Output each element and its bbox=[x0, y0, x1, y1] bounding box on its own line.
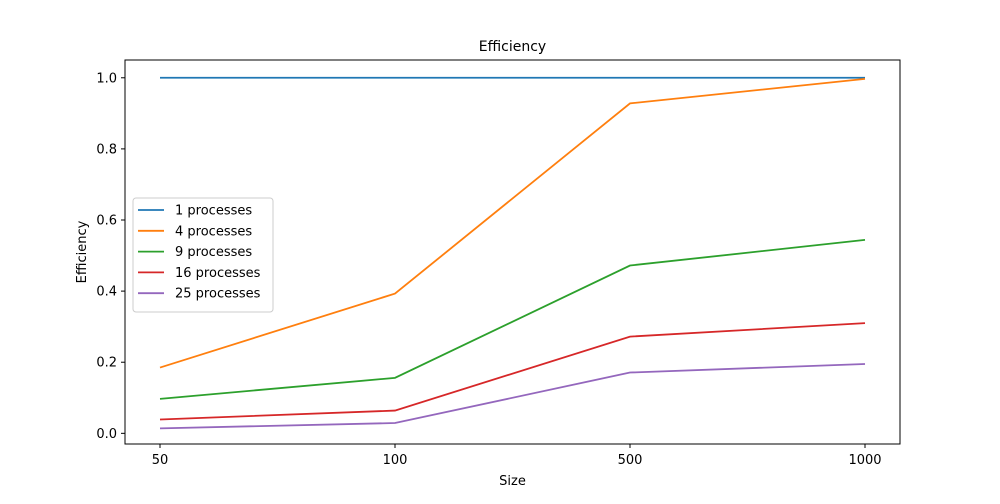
y-tick-label: 1.0 bbox=[96, 71, 117, 86]
chart-title: Efficiency bbox=[479, 39, 546, 55]
legend-box bbox=[132, 197, 274, 313]
legend-label: 9 processes bbox=[175, 245, 252, 260]
series-line bbox=[159, 77, 866, 369]
y-tick-label: 0.8 bbox=[96, 142, 117, 157]
y-tick-label: 0.6 bbox=[96, 214, 117, 229]
x-tick-label: 100 bbox=[383, 453, 408, 468]
legend: 1 processes 4 processes 9 processes 16 proc… bbox=[132, 197, 274, 313]
y-tick-label: 0.4 bbox=[96, 285, 117, 300]
y-tick-label: 0.0 bbox=[96, 427, 117, 442]
legend-label: 25 processes bbox=[175, 287, 261, 302]
x-tick-label: 50 bbox=[152, 453, 169, 468]
series-line bbox=[159, 363, 866, 430]
y-tick-label: 0.2 bbox=[96, 356, 117, 371]
legend-label: 4 processes bbox=[175, 224, 252, 239]
legend-label: 16 processes bbox=[175, 266, 261, 281]
y-axis-label: Efficiency bbox=[75, 220, 90, 283]
series-line bbox=[159, 239, 866, 400]
x-tick-label: 500 bbox=[618, 453, 643, 468]
series-line bbox=[159, 322, 866, 421]
y-axis-ticks: 0.0 0.2 0.4 0.6 0.8 1.0 bbox=[96, 71, 125, 442]
x-tick-label: 1000 bbox=[848, 453, 881, 468]
series-lines bbox=[159, 76, 866, 430]
legend-label: 1 processes bbox=[175, 204, 252, 219]
x-axis-ticks: 50 100 500 1000 bbox=[152, 444, 882, 468]
plot-frame bbox=[124, 59, 901, 445]
x-axis-label: Size bbox=[499, 474, 526, 489]
